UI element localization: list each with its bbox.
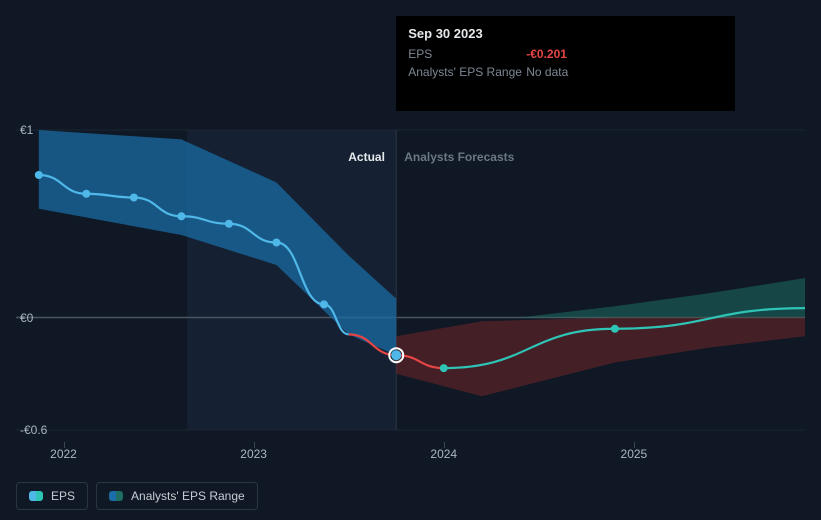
legend-item-range[interactable]: Analysts' EPS Range: [96, 482, 258, 510]
x-tick: [254, 442, 255, 448]
tooltip-row: Analysts' EPS RangeNo data: [408, 63, 723, 81]
x-tick: [444, 442, 445, 448]
tooltip-key: Analysts' EPS Range: [408, 63, 526, 81]
x-axis-label: 2024: [430, 447, 457, 461]
legend-swatch-eps: [29, 491, 43, 501]
legend-label: Analysts' EPS Range: [131, 489, 245, 503]
legend: EPS Analysts' EPS Range: [16, 482, 258, 510]
region-label-forecast: Analysts Forecasts: [404, 150, 514, 164]
tooltip-key: EPS: [408, 45, 526, 63]
tooltip-value: -€0.201: [526, 45, 567, 63]
y-axis-label: €1: [20, 123, 33, 137]
x-tick: [64, 442, 65, 448]
tooltip-value: No data: [526, 63, 568, 81]
legend-swatch-range: [109, 491, 123, 501]
x-axis-label: 2025: [621, 447, 648, 461]
tooltip: Sep 30 2023 EPS-€0.201Analysts' EPS Rang…: [396, 16, 735, 111]
legend-label: EPS: [51, 489, 75, 503]
x-axis-label: 2023: [240, 447, 267, 461]
y-axis-label: -€0.6: [20, 423, 47, 437]
region-label-actual: Actual: [348, 150, 385, 164]
x-axis-label: 2022: [50, 447, 77, 461]
y-axis-label: €0: [20, 311, 33, 325]
x-axis-labels: 2022 2023 2024 2025: [16, 447, 805, 463]
legend-item-eps[interactable]: EPS: [16, 482, 88, 510]
x-tick: [634, 442, 635, 448]
tooltip-date: Sep 30 2023: [408, 26, 723, 41]
tooltip-row: EPS-€0.201: [408, 45, 723, 63]
